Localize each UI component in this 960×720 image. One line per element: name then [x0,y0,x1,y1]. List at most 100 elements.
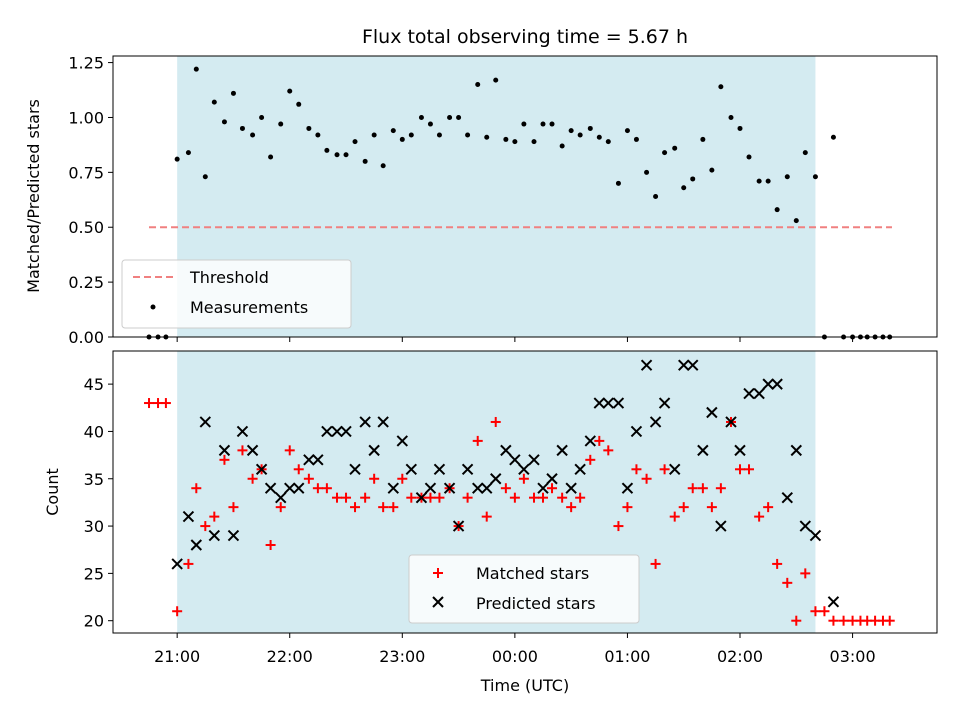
predicted-star-point [218,444,231,457]
counts-points [144,359,895,626]
matched-star-point [884,615,895,626]
measurement-point [681,185,687,191]
x-tick-label: 00:00 [492,647,538,666]
matched-star-point [547,483,558,494]
matched-star-point [434,492,445,503]
measurement-point [380,163,386,169]
matched-star-point [293,464,304,475]
measurement-point [549,121,555,127]
matched-star-point [538,492,549,503]
predicted-star-point [368,444,380,457]
measurement-point [756,178,762,184]
matched-star-point [303,473,314,484]
measurement-point [774,207,780,213]
predicted-star-point [753,387,765,400]
matched-star-point [687,483,698,494]
y-tick-label: 0.75 [68,163,104,182]
counts-legend-box [408,554,640,624]
matched-star-point [518,473,529,484]
measurement-point [633,136,639,142]
measurement-point [784,174,790,180]
matched-star-point [321,483,332,494]
y-tick-label: 35 [84,470,104,489]
matched-star-point [160,398,171,409]
legend-measurements-label: Measurements [190,298,308,317]
legend-measurements-swatch [150,304,156,310]
matched-star-point [641,473,652,484]
measurement-point [268,154,274,160]
predicted-star-point [264,482,277,494]
matched-star-point [332,492,343,503]
measurement-point [475,82,481,88]
predicted-star-point [452,520,465,532]
predicted-star-point [433,463,446,475]
matched-star-point [659,464,670,475]
matched-star-point [509,492,520,503]
matched-star-point [575,492,586,503]
matched-star-point [275,502,286,513]
x-tick-label: 01:00 [604,647,650,666]
x-tick-labels: 21:00 22:00 23:00 00:00 01:00 02:00 03:00 [154,647,876,666]
matched-star-point [360,492,371,503]
measurement-point [296,101,302,107]
predicted-star-point [546,473,558,485]
measurement-point [324,147,330,153]
measurement-point [802,150,808,156]
predicted-star-point [387,482,400,494]
measurement-point [230,90,236,96]
measurement-point [728,114,734,120]
measurement-point [812,174,818,180]
y-tick-label: 1.25 [68,54,104,73]
ratio-legend-box [121,259,352,329]
matched-star-point [397,473,408,484]
predicted-star-point [349,463,361,475]
measurement-point [306,125,312,131]
predicted-star-point [472,482,484,494]
predicted-star-point [743,387,755,400]
y-tick-label: 25 [84,564,104,583]
measurement-point [343,152,349,158]
predicted-star-point [396,435,409,447]
counts-y-axis-label: Count [43,468,62,516]
measurement-point [624,128,630,134]
predicted-star-point [227,529,240,542]
matched-star-point [312,483,323,494]
predicted-star-point [321,425,333,438]
measurement-point [390,128,396,134]
measurement-point [700,136,706,142]
counts-legend: Matched stars Predicted stars [408,554,640,624]
legend-matched-swatch [433,568,443,578]
predicted-star-point [303,454,315,466]
predicted-star-point [443,482,456,494]
matched-star-point [669,511,680,522]
matched-star-point [144,398,155,409]
matched-star-point [631,464,642,475]
predicted-star-point [649,416,662,428]
x-tick-label: 02:00 [717,647,763,666]
y-tick-label: 0.00 [68,328,104,347]
matched-star-point [284,445,295,456]
y-tick-label: 0.25 [68,273,104,292]
matched-star-point [557,492,568,503]
matched-star-point [219,454,230,465]
legend-threshold-label: Threshold [189,268,269,287]
measurement-point [672,145,678,151]
matched-star-point [782,577,793,588]
predicted-star-point [208,529,221,542]
measurement-point [259,114,265,120]
matched-star-point [744,464,755,475]
ratio-y-axis-label: Matched/Predicted stars [24,99,43,293]
y-tick-label: 0.50 [68,218,104,237]
measurement-point [418,114,424,120]
x-tick-label: 03:00 [830,647,876,666]
predicted-star-point [490,473,502,485]
measurement-point [465,132,471,138]
predicted-star-point [725,416,737,428]
ratio-axis-ticks: 0.00 0.25 0.50 0.75 1.00 1.25 [68,54,854,347]
y-tick-label: 40 [84,422,104,441]
matched-star-point [800,568,811,579]
measurement-point [540,121,546,127]
measurement-point [278,121,284,127]
predicted-star-point [312,454,324,466]
measurement-point [362,158,368,164]
